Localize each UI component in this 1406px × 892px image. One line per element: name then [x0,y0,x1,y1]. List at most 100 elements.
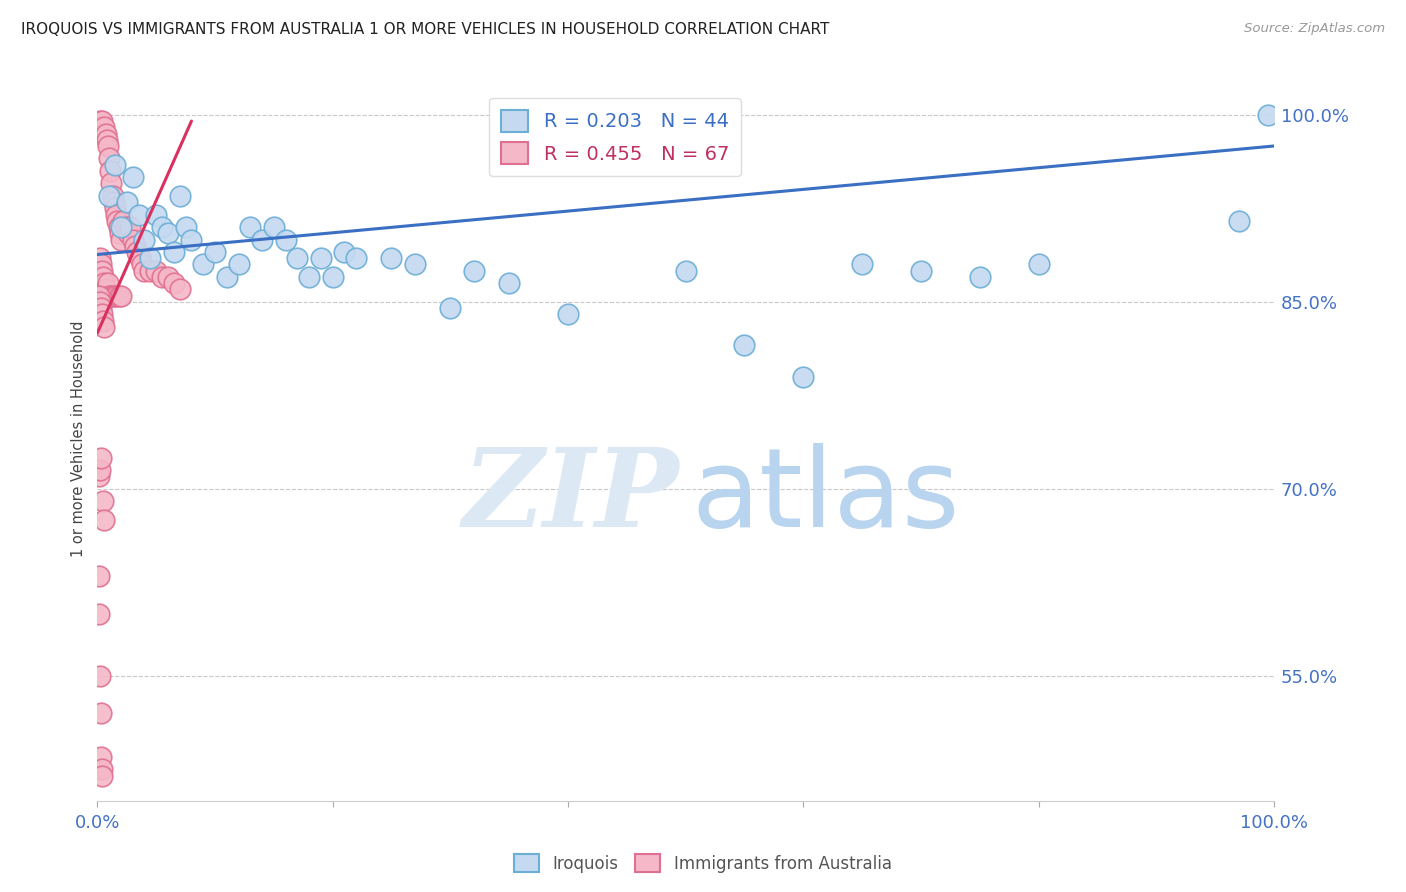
Point [298,269,321,284]
Point [110,288,132,302]
Point [107,288,129,302]
Text: atlas: atlas [692,443,960,550]
Point [93,319,115,334]
Point [90,257,112,271]
Point [274,233,297,247]
Point [103,288,125,302]
Point [89,114,111,128]
Point [228,257,250,271]
Point [97,139,120,153]
Point [145,208,167,222]
Text: ZIP: ZIP [463,443,679,550]
Point [90,750,112,764]
Point [91,313,114,327]
Point [110,233,132,247]
Point [91,494,114,508]
Point [733,338,755,352]
Point [89,607,111,621]
Point [97,276,120,290]
Point [89,669,111,683]
Point [128,208,150,222]
Point [110,220,132,235]
Point [404,257,426,271]
Point [145,263,167,277]
Point [285,251,308,265]
Point [250,233,273,247]
Point [851,257,873,271]
Point [169,189,191,203]
Point [91,263,114,277]
Point [121,170,143,185]
Point [169,282,191,296]
Point [792,369,814,384]
Point [105,208,128,222]
Point [91,127,114,141]
Point [98,164,121,178]
Text: IROQUOIS VS IMMIGRANTS FROM AUSTRALIA 1 OR MORE VEHICLES IN HOUSEHOLD CORRELATIO: IROQUOIS VS IMMIGRANTS FROM AUSTRALIA 1 … [21,22,830,37]
Point [322,269,344,284]
Point [101,189,124,203]
Point [105,288,128,302]
Point [91,768,114,782]
Point [112,214,135,228]
Point [333,244,356,259]
Point [174,220,197,235]
Point [127,244,149,259]
Point [98,189,121,203]
Point [180,233,202,247]
Point [107,220,129,235]
Point [117,227,139,241]
Point [309,251,332,265]
Point [910,263,932,277]
Point [239,220,262,235]
Point [463,263,485,277]
Point [93,513,115,527]
Point [90,301,112,315]
Point [156,227,179,241]
Y-axis label: 1 or more Vehicles in Household: 1 or more Vehicles in Household [72,321,86,558]
Point [108,227,131,241]
Point [104,158,127,172]
Point [103,195,125,210]
Point [498,276,520,290]
Point [120,220,142,235]
Point [115,195,138,210]
Point [134,263,156,277]
Point [98,288,121,302]
Point [94,282,117,296]
Point [215,269,238,284]
Point [100,288,122,302]
Point [89,463,111,477]
Text: Source: ZipAtlas.com: Source: ZipAtlas.com [1244,22,1385,36]
Point [91,307,114,321]
Point [1257,108,1279,122]
Point [114,220,136,235]
Point [121,233,143,247]
Point [557,307,579,321]
Point [131,257,153,271]
Point [90,450,112,465]
Point [91,114,114,128]
Point [128,251,150,265]
Point [98,152,121,166]
Point [96,288,118,302]
Point [380,251,402,265]
Point [87,288,110,302]
Point [90,762,112,776]
Point [1227,214,1250,228]
Point [89,251,111,265]
Point [94,127,117,141]
Point [89,294,111,309]
Point [969,269,991,284]
Point [163,276,186,290]
Point [439,301,461,315]
Point [163,244,186,259]
Point [93,120,115,135]
Point [96,133,118,147]
Point [91,269,114,284]
Point [124,238,146,252]
Point [263,220,285,235]
Point [156,269,179,284]
Point [344,251,367,265]
Point [90,706,112,721]
